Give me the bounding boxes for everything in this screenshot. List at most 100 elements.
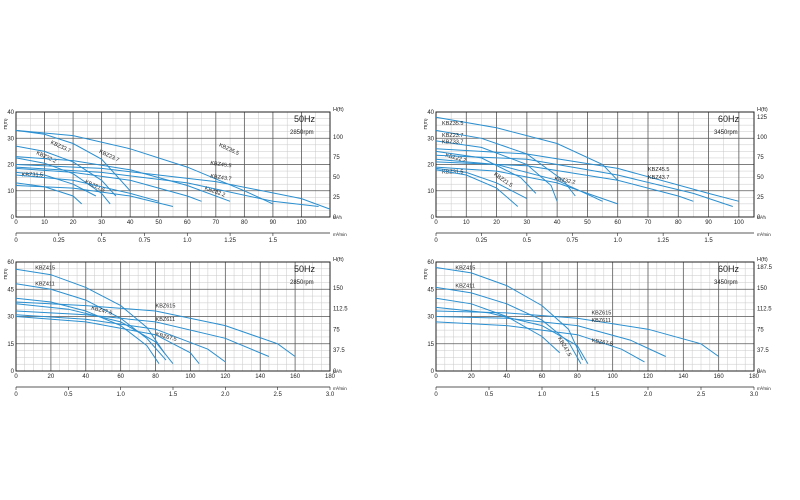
x2-tick-label: 0	[434, 392, 438, 398]
x2-tick-label: 0	[434, 238, 438, 244]
pump-curve	[435, 321, 645, 363]
x2-tick-label: 1.0	[614, 238, 623, 244]
x-tick-label: 30	[524, 220, 531, 226]
pump-curve	[15, 303, 174, 365]
pump-curve	[15, 283, 167, 361]
pump-curve-chart: 0 10 20 30 40 50 60 70 80 90 100 0 10 20 30 40 0 25 50 75 10…	[4, 107, 347, 244]
x-tick-label: 80	[574, 374, 581, 380]
x2-tick-label: 2.5	[273, 392, 282, 398]
x2-tick-label: 1.0	[116, 392, 125, 398]
curve-label: KBZ32.2	[554, 176, 576, 186]
pump-curve	[15, 171, 97, 197]
curve-label: KBZ47.5	[556, 336, 572, 358]
x2-unit-label: m³/min	[333, 232, 347, 237]
y2-tick-label: 0	[333, 215, 337, 221]
x2-tick-label: 3.0	[750, 392, 759, 398]
x-tick-label: 140	[255, 374, 266, 380]
x2-tick-label: 0.5	[523, 238, 532, 244]
pump-curve	[15, 129, 274, 205]
y2-tick-label: 100	[757, 135, 768, 141]
pump-curve	[435, 166, 618, 205]
y2-tick-label: 75	[333, 327, 340, 333]
curve-label: KBZ411	[35, 282, 54, 288]
curve-label: KBZ23.7	[442, 133, 463, 139]
x-tick-label: 60	[539, 374, 546, 380]
y2-tick-label: 125	[757, 115, 768, 121]
curve-label: KBZ611	[591, 318, 610, 324]
y2-tick-label: 75	[757, 327, 764, 333]
x-tick-label: 160	[290, 374, 301, 380]
curve-label: KBZ415	[35, 265, 55, 271]
curve-label: KBZ35.5	[442, 121, 463, 127]
x-tick-label: 100	[608, 374, 619, 380]
x2-tick-label: 0.75	[566, 238, 578, 244]
y2-tick-label: 75	[333, 155, 340, 161]
x-unit-label: m³/h	[333, 369, 342, 374]
x2-tick-label: 3.0	[326, 392, 335, 398]
x2-tick-label: 2.0	[644, 392, 653, 398]
x2-tick-label: 1.25	[224, 238, 236, 244]
pump-curve-chart: 0 20 40 60 80 100 120 140 160 180015304560037.575…	[4, 257, 348, 398]
pump-curve	[15, 157, 111, 205]
frequency-label: 60Hz	[718, 264, 740, 274]
y-tick-label: 40	[427, 110, 434, 116]
pump-curve	[15, 156, 231, 202]
x-tick-label: 50	[155, 220, 162, 226]
frequency-label: 60Hz	[718, 114, 740, 124]
curve-label: KBZ43.7	[210, 174, 232, 183]
pump-curve	[15, 301, 296, 357]
x-tick-label: 0	[434, 220, 438, 226]
x-tick-label: 120	[643, 374, 654, 380]
curve-label: KBZ615	[156, 303, 176, 309]
y2-tick-label: 150	[757, 286, 768, 292]
pump-curve	[15, 164, 331, 210]
x-tick-label: 30	[98, 220, 105, 226]
y2-tick-label: 25	[757, 195, 764, 201]
x-tick-label: 180	[749, 374, 760, 380]
x-tick-label: 10	[463, 220, 470, 226]
x-tick-label: 120	[220, 374, 231, 380]
pump-curve	[435, 150, 537, 194]
y-tick-label: 30	[7, 315, 14, 321]
x-tick-label: 0	[434, 374, 438, 380]
y2-axis-label: H(ft)	[333, 257, 344, 263]
curve-label: KBZ67.5	[155, 332, 177, 343]
y2-tick-label: 50	[333, 175, 340, 181]
y-tick-label: 30	[427, 315, 434, 321]
x2-tick-label: 2.5	[697, 392, 706, 398]
y-tick-label: 40	[7, 110, 14, 116]
y2-tick-label: 112.5	[333, 307, 348, 313]
x-unit-label: m³/h	[757, 215, 766, 220]
y2-tick-label: 187.5	[757, 265, 773, 271]
x-tick-label: 60	[184, 220, 191, 226]
y-tick-label: 0	[431, 369, 435, 375]
curve-label: KBZ22.2	[35, 150, 57, 164]
curve-label: KBZ411	[455, 283, 474, 289]
pump-curve	[15, 174, 159, 202]
y-tick-label: 45	[7, 287, 14, 293]
curve-label: KBZ22.2	[445, 153, 467, 164]
y-tick-label: 10	[7, 189, 14, 195]
y-tick-label: 60	[7, 260, 14, 266]
rpm-label: 3450rpm	[714, 130, 738, 136]
curve-label: KBZ31.5	[22, 172, 43, 178]
pump-curve	[435, 297, 561, 354]
rpm-label: 2850rpm	[290, 130, 314, 136]
pump-curve	[435, 167, 528, 200]
rpm-label: 2850rpm	[290, 280, 314, 286]
curve-label: KBZ43.7	[648, 175, 669, 181]
pump-curve	[15, 145, 117, 197]
x2-tick-label: 1.25	[657, 238, 669, 244]
y-axis-label: H(m)	[4, 118, 9, 129]
x-tick-label: 0	[14, 220, 18, 226]
rpm-label: 3450rpm	[714, 280, 738, 286]
x2-tick-label: 1.5	[591, 392, 600, 398]
x-tick-label: 100	[296, 220, 307, 226]
y2-tick-label: 0	[333, 369, 337, 375]
x-tick-label: 100	[734, 220, 745, 226]
curve-label: KBZ615	[591, 311, 611, 317]
y-tick-label: 0	[431, 215, 435, 221]
x-tick-label: 80	[675, 220, 682, 226]
x-tick-label: 40	[82, 374, 89, 380]
x-tick-label: 80	[152, 374, 159, 380]
